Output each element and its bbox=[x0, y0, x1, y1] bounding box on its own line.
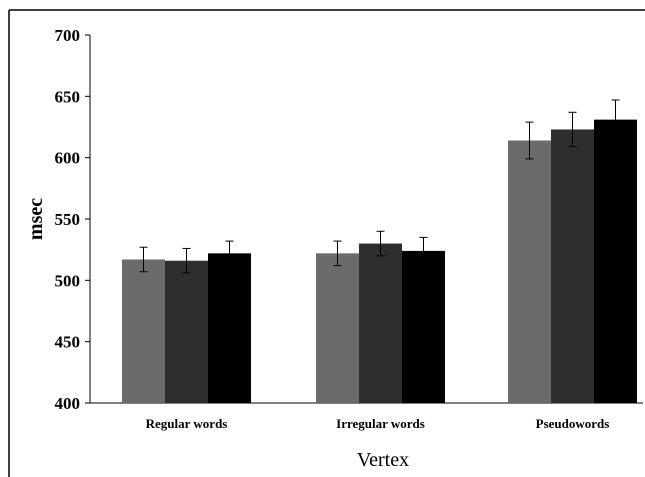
y-tick-label: 650 bbox=[55, 87, 81, 106]
category-label: Regular words bbox=[146, 416, 228, 431]
bar bbox=[316, 253, 359, 403]
bar bbox=[208, 253, 251, 403]
bar bbox=[122, 259, 165, 403]
y-tick-label: 550 bbox=[55, 210, 81, 229]
y-axis-ticks: 400 450 500 550 600 650 700 bbox=[55, 26, 90, 413]
error-bars bbox=[139, 99, 620, 274]
bars bbox=[122, 119, 637, 403]
y-axis-title: msec bbox=[25, 198, 47, 240]
y-tick-label: 600 bbox=[55, 149, 81, 168]
bar bbox=[402, 250, 445, 403]
category-label: Irregular words bbox=[336, 416, 425, 431]
category-labels: Regular words Irregular words Pseudowords bbox=[146, 416, 610, 431]
y-tick-label: 700 bbox=[55, 26, 81, 45]
bar bbox=[508, 140, 551, 403]
y-tick-label: 400 bbox=[55, 394, 81, 413]
bar bbox=[594, 119, 637, 403]
y-tick-label: 450 bbox=[55, 333, 81, 352]
category-label: Pseudowords bbox=[536, 416, 610, 431]
bar bbox=[165, 260, 208, 403]
y-tick-label: 500 bbox=[55, 271, 81, 290]
bar bbox=[551, 129, 594, 403]
bar bbox=[359, 243, 402, 403]
x-axis-title: Vertex bbox=[357, 449, 409, 471]
